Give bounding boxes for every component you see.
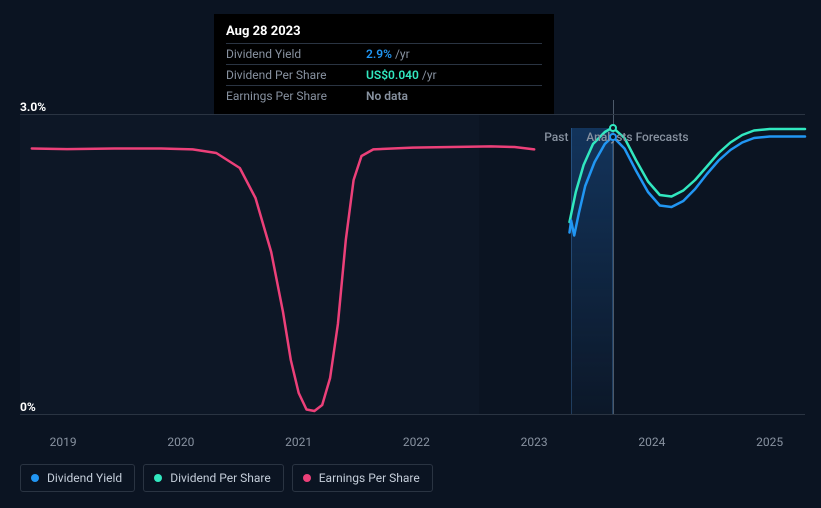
- chart-tooltip: Aug 28 2023 Dividend Yield2.9%/yrDividen…: [214, 14, 554, 114]
- tooltip-row: Dividend Per ShareUS$0.040/yr: [226, 64, 542, 85]
- chart-lines-svg: [20, 114, 805, 414]
- tooltip-row-unit: /yr: [422, 68, 437, 82]
- x-axis-tick: 2021: [285, 435, 312, 449]
- tooltip-row-label: Dividend Yield: [226, 47, 366, 61]
- series-line-earnings_per_share: [32, 146, 534, 411]
- hover-marker: [609, 133, 617, 141]
- tooltip-row: Dividend Yield2.9%/yr: [226, 43, 542, 64]
- tooltip-row-value: 2.9%: [366, 47, 392, 61]
- tooltip-row-label: Earnings Per Share: [226, 89, 366, 103]
- legend-dot-icon: [31, 474, 39, 482]
- forecast-label: Analysts Forecasts: [586, 130, 688, 144]
- x-axis-tick: 2020: [167, 435, 194, 449]
- legend-item[interactable]: Dividend Yield: [20, 464, 135, 492]
- x-axis-tick: 2024: [638, 435, 665, 449]
- past-label: Past: [544, 130, 568, 144]
- legend-item-label: Dividend Yield: [47, 471, 122, 485]
- gridline: [20, 414, 805, 415]
- tooltip-row-value: No data: [366, 89, 408, 103]
- x-axis-tick: 2019: [50, 435, 77, 449]
- tooltip-row-label: Dividend Per Share: [226, 68, 366, 82]
- legend-item[interactable]: Earnings Per Share: [292, 464, 433, 492]
- x-axis: 2019 2020 2021 2022 2023 2024 2025: [20, 432, 805, 452]
- tooltip-date: Aug 28 2023: [226, 24, 542, 39]
- y-axis-label-max: 3.0%: [20, 100, 46, 114]
- x-axis-tick: 2025: [756, 435, 783, 449]
- legend-item[interactable]: Dividend Per Share: [143, 464, 284, 492]
- legend-dot-icon: [303, 474, 311, 482]
- legend-dot-icon: [154, 474, 162, 482]
- x-axis-tick: 2022: [403, 435, 430, 449]
- legend-item-label: Earnings Per Share: [319, 471, 420, 485]
- chart-legend: Dividend Yield Dividend Per Share Earnings…: [20, 464, 433, 492]
- tooltip-row-unit: /yr: [395, 47, 410, 61]
- x-axis-tick: 2023: [521, 435, 548, 449]
- tooltip-row: Earnings Per ShareNo data: [226, 85, 542, 106]
- legend-item-label: Dividend Per Share: [170, 471, 271, 485]
- hover-marker: [609, 124, 617, 132]
- tooltip-row-value: US$0.040: [366, 68, 419, 82]
